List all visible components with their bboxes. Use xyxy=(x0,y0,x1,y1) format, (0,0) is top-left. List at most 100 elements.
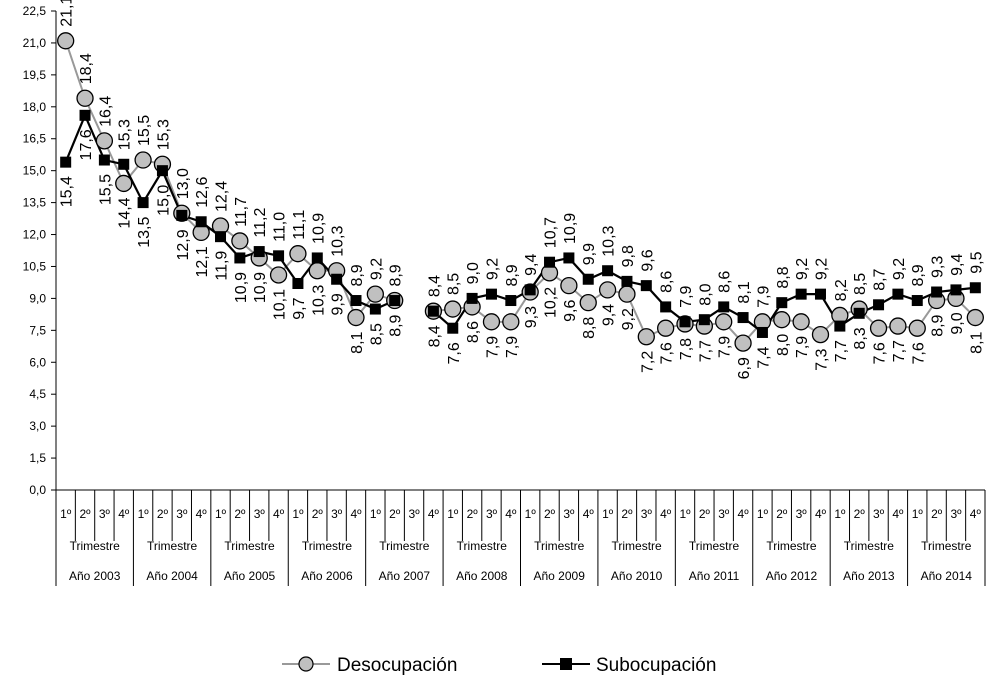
data-label-upper: 18,4 xyxy=(78,53,95,84)
y-tick-label: 12,0 xyxy=(23,228,47,242)
point-desocupacion xyxy=(482,313,501,331)
x-tick-label-quarter: 3º xyxy=(563,507,575,521)
point-desocupacion xyxy=(811,325,830,344)
point-desocupacion xyxy=(269,266,288,284)
x-tick-label-trimestre: Trimestre xyxy=(457,539,508,553)
data-label-upper: 15,5 xyxy=(136,115,153,146)
point-subocupacion xyxy=(679,316,691,328)
y-tick-label: 0,0 xyxy=(29,483,46,497)
data-label-lower: 8,4 xyxy=(426,325,443,347)
data-label-upper: 9,0 xyxy=(465,262,482,284)
x-tick-label-trimestre: Trimestre xyxy=(921,539,972,553)
data-label-lower: 8,0 xyxy=(775,334,792,356)
x-tick-label-quarter: 2º xyxy=(312,507,324,521)
point-desocupacion xyxy=(792,313,810,331)
point-subocupacion xyxy=(602,265,614,277)
point-subocupacion xyxy=(660,301,672,313)
data-label-lower: 8,3 xyxy=(852,327,869,349)
point-desocupacion xyxy=(502,313,520,331)
x-tick-label-quarter: 3º xyxy=(796,507,808,521)
point-subocupacion xyxy=(273,250,285,262)
data-label-upper: 9,2 xyxy=(813,258,830,280)
data-label-lower: 14,4 xyxy=(117,197,134,228)
data-label-upper: 9,2 xyxy=(891,258,908,280)
data-label-upper: 8,7 xyxy=(872,268,889,290)
point-desocupacion xyxy=(366,285,384,303)
data-label-lower: 8,5 xyxy=(368,323,385,345)
x-tick-label-trimestre: Trimestre xyxy=(612,539,663,553)
point-subocupacion xyxy=(79,109,91,121)
data-label-lower: 9,3 xyxy=(523,306,540,328)
point-subocupacion xyxy=(892,288,904,300)
x-tick-label-quarter: 2º xyxy=(854,507,866,521)
point-subocupacion xyxy=(563,252,575,264)
point-subocupacion xyxy=(621,275,633,287)
x-tick-label-quarter: 4º xyxy=(428,507,440,521)
data-label-upper: 10,9 xyxy=(310,213,327,244)
data-label-lower: 9,6 xyxy=(562,300,579,322)
x-tick-label-quarter: 3º xyxy=(331,507,343,521)
point-desocupacion xyxy=(289,245,307,263)
data-label-upper: 9,9 xyxy=(581,243,598,265)
data-label-lower: 8,8 xyxy=(581,317,598,339)
point-subocupacion xyxy=(853,307,865,319)
data-label-upper: 11,2 xyxy=(252,208,269,238)
data-label-lower: 10,3 xyxy=(310,285,327,316)
y-axis: 0,0 1,5 3,0 4,5 6,0 7,5 9,0 10,5 12,0 13,5 15,0 16,… xyxy=(23,4,57,497)
point-subocupacion xyxy=(215,231,227,243)
point-desocupacion xyxy=(444,300,462,318)
point-subocupacion xyxy=(814,288,826,300)
data-label-upper: 8,8 xyxy=(775,266,792,288)
data-label-upper: 11,7 xyxy=(233,197,250,227)
data-label-upper: 10,7 xyxy=(543,217,560,248)
x-axis: 1º 2º 3º 4º 1º 2º 3º 4º 1º 2º 3º 4º 1º 2º 3º 4º 1º 2º 3º 4º… xyxy=(55,489,986,586)
x-tick-label-quarter: 2º xyxy=(544,507,556,521)
x-tick-label-quarter: 1º xyxy=(602,507,614,521)
x-tick-label-quarter: 1º xyxy=(834,507,846,521)
point-desocupacion xyxy=(773,311,791,329)
x-tick-label-quarter: 2º xyxy=(776,507,788,521)
point-subocupacion xyxy=(98,154,110,166)
point-subocupacion xyxy=(698,314,710,326)
x-tick-label-quarter: 3º xyxy=(873,507,885,521)
data-label-upper: 8,9 xyxy=(349,264,366,286)
point-subocupacion xyxy=(331,273,343,285)
point-desocupacion xyxy=(308,262,326,280)
x-tick-label-trimestre: Trimestre xyxy=(70,539,121,553)
point-subocupacion xyxy=(350,295,362,307)
point-desocupacion xyxy=(598,281,617,299)
point-desocupacion xyxy=(115,174,133,193)
point-subocupacion xyxy=(137,197,149,209)
x-tick-label-quarter: 3º xyxy=(254,507,266,521)
x-tick-label-quarter: 2º xyxy=(234,507,246,521)
data-label-lower: 8,9 xyxy=(388,314,405,336)
data-label-upper: 8,9 xyxy=(504,264,521,286)
point-subocupacion xyxy=(60,156,72,168)
data-label-lower: 15,0 xyxy=(155,185,172,216)
data-label-lower: 7,9 xyxy=(504,336,521,358)
point-desocupacion xyxy=(715,313,733,331)
series-layer xyxy=(57,32,984,352)
x-tick-label-year: Año 2009 xyxy=(534,569,586,583)
x-tick-label-quarter: 1º xyxy=(370,507,382,521)
data-label-lower: 7,6 xyxy=(659,342,676,364)
x-tick-label-year: Año 2013 xyxy=(843,569,895,583)
point-subocupacion xyxy=(718,301,730,313)
data-label-upper: 8,4 xyxy=(426,275,443,297)
point-subocupacion xyxy=(195,216,207,228)
legend-item-desocupacion: Desocupación xyxy=(282,655,457,676)
point-desocupacion xyxy=(134,151,152,169)
x-tick-label-quarter: 2º xyxy=(699,507,711,521)
data-label-lower: 9,9 xyxy=(330,293,347,315)
x-tick-label-quarter: 4º xyxy=(118,507,130,521)
data-label-upper: 16,4 xyxy=(97,96,114,127)
data-label-upper: 9,5 xyxy=(968,251,985,273)
point-desocupacion xyxy=(76,89,94,107)
point-subocupacion xyxy=(389,295,401,307)
y-tick-label: 3,0 xyxy=(29,419,46,433)
x-tick-label-trimestre: Trimestre xyxy=(766,539,817,553)
x-tick-label-quarter: 3º xyxy=(641,507,653,521)
data-label-upper: 8,6 xyxy=(717,271,734,293)
point-desocupacion xyxy=(869,319,888,337)
legend-label-subocupacion: Subocupación xyxy=(596,655,716,676)
